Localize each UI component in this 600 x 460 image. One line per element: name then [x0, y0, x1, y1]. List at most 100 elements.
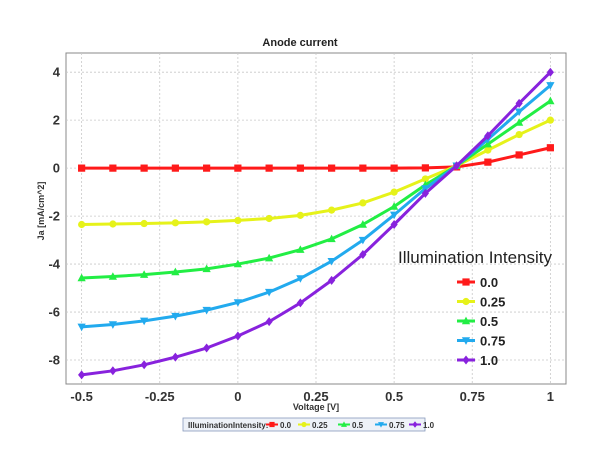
data-point — [296, 275, 305, 283]
plot-area: -0.5 -0.25 0 0.25 0.5 0.75 1 -8 -6 -4 -2 0 2 4 — [48, 52, 567, 404]
data-point — [546, 144, 554, 152]
data-point — [546, 96, 555, 105]
legend-label: 0.5 — [480, 314, 498, 329]
data-point — [78, 220, 86, 229]
bottom-legend-label: 0.5 — [352, 421, 364, 430]
bottom-legend-title: IlluminationIntensity: — [188, 421, 268, 430]
data-point — [202, 264, 211, 273]
data-point — [264, 253, 274, 262]
series-line — [81, 146, 551, 170]
data-point — [203, 218, 211, 226]
legend-title: Illumination Intensity — [398, 248, 553, 267]
y-tick-label: 4 — [53, 65, 61, 80]
legend-marker — [461, 316, 471, 325]
data-point — [390, 164, 398, 172]
data-point — [108, 272, 118, 280]
legend-label: 0.0 — [480, 275, 498, 290]
y-tick-label: -4 — [48, 257, 60, 272]
data-point — [109, 164, 117, 172]
data-point — [108, 321, 118, 329]
x-axis-title: Voltage [V] — [293, 402, 339, 412]
data-point — [77, 323, 86, 332]
legend-marker — [462, 355, 470, 365]
data-point — [546, 82, 555, 90]
data-point — [389, 211, 399, 220]
legend-marker — [461, 337, 471, 345]
data-point — [78, 164, 86, 172]
x-tick-label: 0.5 — [385, 389, 403, 404]
y-tick-label: -2 — [48, 209, 60, 224]
series-line — [81, 71, 552, 377]
data-point — [359, 164, 367, 172]
data-point — [453, 161, 461, 171]
data-point — [514, 108, 524, 117]
y-tick-label: 0 — [53, 161, 60, 176]
data-point — [296, 298, 304, 308]
bottom-legend-label: 1.0 — [423, 421, 435, 430]
data-point — [171, 312, 180, 321]
data-point — [546, 116, 554, 124]
data-point — [328, 206, 336, 214]
data-point — [390, 219, 398, 229]
data-point — [264, 288, 274, 297]
data-point — [296, 164, 304, 172]
data-point — [546, 67, 554, 77]
data-point — [484, 158, 492, 166]
data-point — [328, 275, 336, 285]
y-axis-title: Ja [mA/cm^2] — [36, 182, 46, 241]
data-point — [296, 211, 304, 219]
data-point — [515, 130, 523, 139]
y-tick-label: -6 — [48, 305, 60, 320]
y-tick-label: 2 — [53, 113, 60, 128]
legend-label: 0.75 — [480, 334, 505, 349]
legend-marker — [462, 297, 470, 306]
data-point — [327, 234, 336, 243]
data-point — [139, 270, 149, 278]
data-point — [421, 188, 429, 198]
y-tick-label: -8 — [48, 353, 60, 368]
data-point — [358, 220, 368, 228]
series-1.0 — [78, 67, 554, 380]
series-0.25 — [78, 116, 554, 229]
x-tick-label: -0.25 — [145, 389, 175, 404]
legend-marker — [462, 278, 470, 286]
data-point — [171, 352, 179, 362]
data-point — [515, 98, 523, 108]
data-point — [171, 164, 179, 172]
x-tick-label: -0.5 — [70, 389, 92, 404]
legend-label: 1.0 — [480, 353, 498, 368]
data-point — [233, 299, 243, 307]
data-point — [202, 306, 211, 315]
series-line — [81, 99, 552, 280]
bottom-legend-marker — [412, 421, 418, 428]
data-point — [389, 202, 399, 210]
data-point — [265, 317, 273, 327]
data-point — [171, 219, 179, 227]
bottom-legend: 0.0 0.25 0.5 0.75 1.0 — [266, 421, 435, 430]
bottom-legend-label: 0.25 — [312, 421, 328, 430]
data-point — [265, 164, 273, 172]
legend: 0.0 0.25 0.5 0.75 1.0 — [457, 275, 505, 368]
bottom-legend-marker — [341, 421, 347, 427]
x-tick-label: 0.75 — [460, 389, 485, 404]
data-point — [140, 219, 148, 228]
data-point — [140, 360, 148, 370]
data-point — [390, 188, 398, 196]
data-point — [296, 245, 305, 253]
data-point — [203, 343, 211, 353]
data-point — [358, 236, 368, 245]
data-point — [171, 267, 180, 276]
data-point — [421, 164, 429, 172]
data-point — [234, 164, 242, 172]
bottom-legend-marker — [269, 421, 275, 428]
data-point — [359, 249, 367, 259]
data-point — [265, 214, 273, 223]
bottom-legend-label: 0.0 — [280, 421, 292, 430]
data-point — [421, 175, 429, 183]
x-tick-label: 0 — [234, 389, 241, 404]
x-tick-label: 0.25 — [303, 389, 328, 404]
series-line — [81, 118, 552, 226]
data-point — [484, 131, 492, 141]
